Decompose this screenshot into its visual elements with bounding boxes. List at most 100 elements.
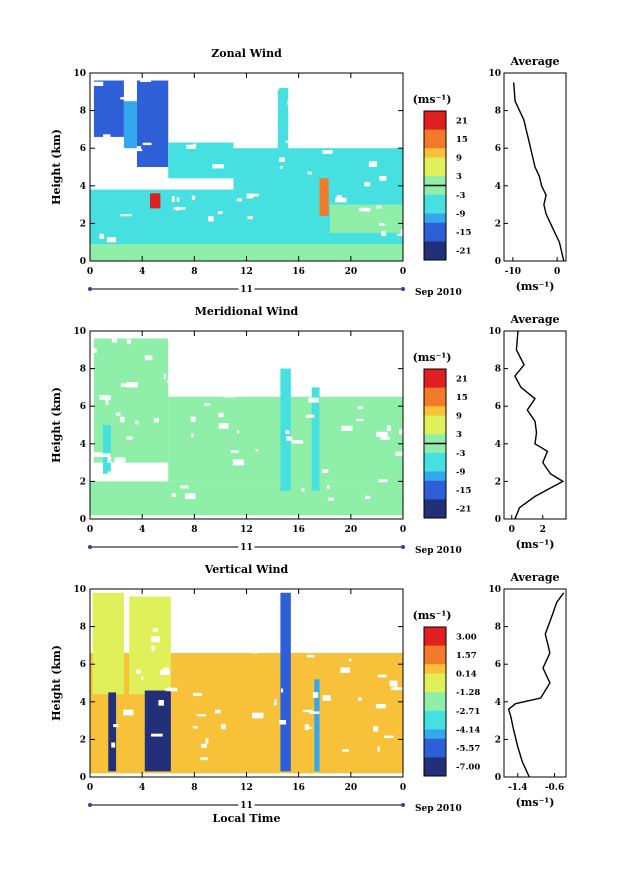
data-gap [286,436,293,441]
y-tick-label: 6 [80,660,86,670]
data-gap [285,140,290,143]
data-gap [247,216,253,220]
data-gap [384,129,394,134]
heatmap-cell [108,692,117,772]
average-x-tick-label: 2 [540,525,546,535]
colorbar-segment [424,241,446,252]
data-gap [202,590,211,596]
data-gap [312,692,319,698]
heatmap-meridional [90,336,410,516]
data-gap [377,674,387,678]
data-gap [376,205,382,209]
data-gap [301,379,306,385]
average-y-tick-label: 4 [495,440,501,450]
data-gap [227,599,233,605]
x-tick-label: 0 [87,267,93,277]
average-frame [503,72,567,262]
data-gap [193,725,198,729]
average-y-tick-label: 0 [495,773,501,783]
average-y-tick-label: 10 [488,585,501,595]
date-label: Sep 2010 [415,546,462,556]
data-gap [307,171,312,175]
data-gap [135,669,141,674]
data-gap [273,702,277,706]
colorbar-segment [424,424,446,435]
colorbar-segment [424,443,446,454]
colorbar-segment [424,627,446,637]
average-x-tick-label: -0.6 [545,783,564,793]
colorbar-segment [424,720,446,730]
x-tick-label: 8 [191,525,197,535]
colorbar-label: 3 [456,430,462,440]
colorbar-segment [424,645,446,656]
data-gap [378,479,388,483]
average-profile-vertical: Average 0 2 4 6 8 10 -1.4 -0.6 (ms⁻¹) [488,571,567,809]
y-tick-label: 0 [80,515,86,525]
colorbar-segment [424,673,446,684]
colorbar-label: -3 [456,449,466,459]
colorbar-label: 21 [456,116,468,126]
data-gap [369,336,376,341]
y-tick-label: 8 [80,365,86,375]
data-gap [384,735,394,739]
data-gap [368,599,374,604]
data-gap [323,596,332,603]
average-y-tick-label: 2 [495,477,501,487]
average-x-tick-label: 0 [554,267,560,277]
data-gap [91,452,103,458]
colorbar-segment [424,748,446,758]
colorbar-segment [424,120,446,131]
heatmap-cell [233,148,403,190]
heatmap-cell [168,142,234,179]
data-gap [402,124,410,130]
date-bar-end [401,803,405,807]
average-y-tick-label: 4 [495,182,501,192]
data-gap [357,697,362,701]
colorbar-label: -2.71 [456,707,480,717]
data-gap [322,150,333,154]
x-tick-label: 8 [191,267,197,277]
data-gap [364,107,368,111]
data-gap [381,231,387,236]
heatmap-cell [314,679,320,772]
colorbar-segment [424,757,446,768]
data-gap [332,359,341,363]
x-tick-label: 4 [139,783,145,793]
date-label: Sep 2010 [415,288,462,298]
heatmap-cell [144,690,171,772]
colorbar-segment [424,499,446,510]
average-profile-meridional: Average 0 2 4 6 8 10 0 2 (ms⁻¹) [488,313,567,551]
data-gap [292,358,299,365]
average-frame [503,330,567,520]
data-gap [301,488,305,492]
date-bar-start [88,287,92,291]
data-gap [181,99,185,103]
panel-title: Meridional Wind [195,305,299,318]
date-bar-start [88,803,92,807]
day-label: 11 [240,543,253,553]
data-gap [114,458,121,464]
colorbar-segment [424,692,446,702]
heatmap-cell [311,387,320,491]
y-tick-label: 8 [80,107,86,117]
data-gap [230,450,239,453]
data-gap [394,686,398,691]
data-gap [291,440,304,444]
data-gap [116,412,121,416]
colorbar-segment [424,434,446,444]
data-gap [300,86,310,89]
data-gap [389,611,397,617]
data-gap [377,746,380,752]
colorbar-label: -9 [456,209,466,219]
y-tick-label: 4 [80,698,86,708]
data-gap [274,699,277,703]
data-gap [365,495,371,499]
data-gap [107,456,112,463]
average-x-tick-label: 0 [509,525,515,535]
colorbar-segment [424,480,446,491]
data-gap [147,477,159,481]
data-gap [113,724,119,728]
data-gap [236,198,243,202]
